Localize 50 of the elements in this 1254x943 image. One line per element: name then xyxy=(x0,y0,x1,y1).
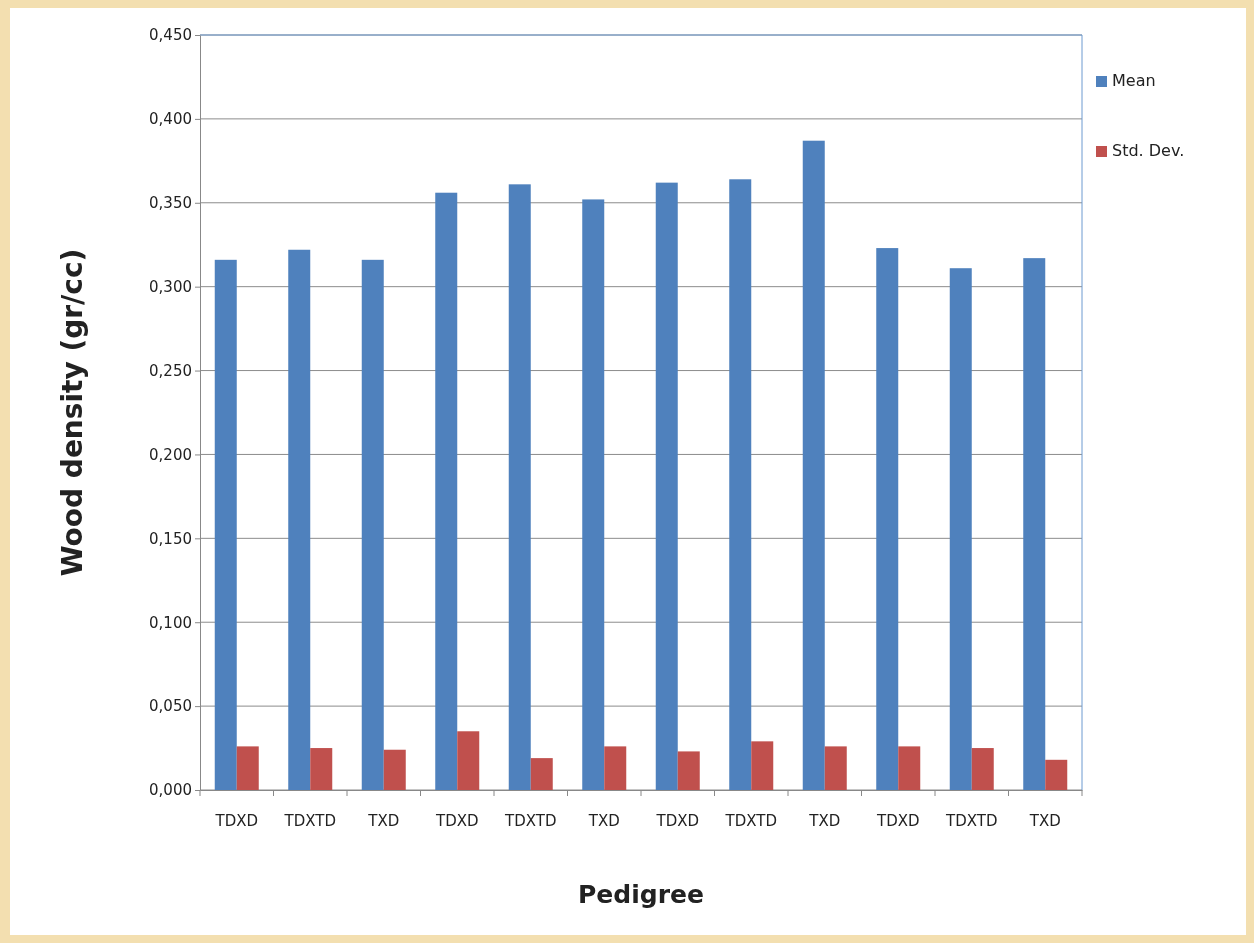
bar xyxy=(1023,258,1046,790)
y-axis-title: Wood density (gr/cc) xyxy=(56,248,89,577)
bar xyxy=(288,249,311,790)
bar xyxy=(655,182,678,790)
bar xyxy=(802,140,825,790)
bar xyxy=(236,746,259,790)
bar xyxy=(508,184,531,790)
x-tick-label: TDXTD xyxy=(724,812,777,830)
bar xyxy=(435,192,458,790)
bar xyxy=(751,741,774,790)
bar xyxy=(824,746,847,790)
y-tick-label: 0,250 xyxy=(149,361,192,380)
bar xyxy=(971,748,994,790)
bar xyxy=(214,259,237,790)
bar xyxy=(604,746,627,790)
x-axis-title: Pedigree xyxy=(578,880,704,909)
x-tick-label: TDXTD xyxy=(945,812,998,830)
x-tick-label: TXD xyxy=(1028,812,1061,830)
bar xyxy=(530,758,553,790)
x-tick-label: TXD xyxy=(587,812,620,830)
y-tick-label: 0,150 xyxy=(149,529,192,548)
x-tick-label: TXD xyxy=(808,812,841,830)
x-tick-label: TDXD xyxy=(875,812,920,830)
x-tick-label: TXD xyxy=(367,812,400,830)
bar xyxy=(582,199,605,790)
y-tick-label: 0,300 xyxy=(149,277,192,296)
x-tick-label: TDXD xyxy=(434,812,479,830)
x-tick-label: TDXD xyxy=(655,812,700,830)
bar xyxy=(361,259,384,790)
y-tick-label: 0,200 xyxy=(149,445,192,464)
y-tick-label: 0,400 xyxy=(149,110,192,129)
bar xyxy=(729,179,752,790)
bar xyxy=(457,731,480,790)
bar xyxy=(310,748,333,790)
x-tick-label: TDXTD xyxy=(283,812,336,830)
y-tick-label: 0,350 xyxy=(149,194,192,213)
y-tick-label: 0,450 xyxy=(149,26,192,45)
legend-label: Mean xyxy=(1112,71,1156,90)
bar xyxy=(677,751,700,790)
bar xyxy=(898,746,921,790)
y-tick-label: 0,050 xyxy=(149,697,192,716)
bar xyxy=(876,248,899,790)
x-tick-label: TDXD xyxy=(214,812,259,830)
bar xyxy=(1045,759,1068,790)
y-tick-label: 0,000 xyxy=(149,781,192,800)
bar xyxy=(383,749,406,790)
bar xyxy=(949,268,972,790)
x-tick-label: TDXTD xyxy=(504,812,557,830)
y-tick-label: 0,100 xyxy=(149,613,192,632)
legend-label: Std. Dev. xyxy=(1112,141,1185,160)
